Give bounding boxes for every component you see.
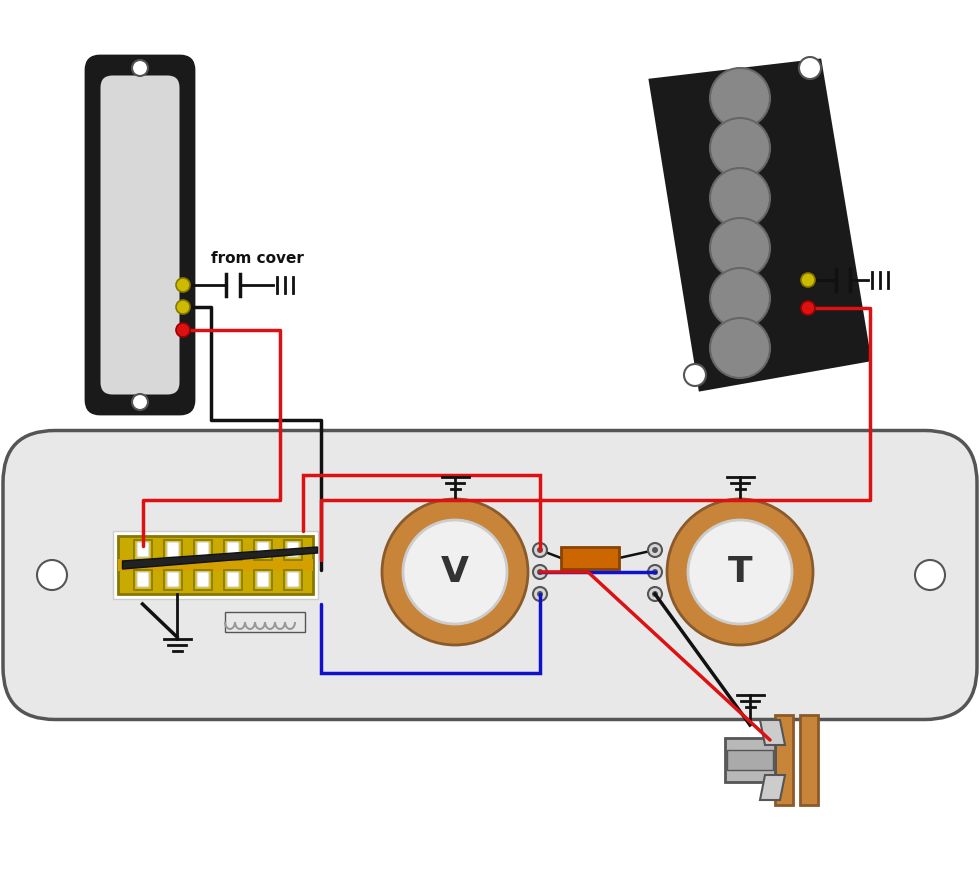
FancyBboxPatch shape xyxy=(257,572,269,587)
Circle shape xyxy=(533,565,547,579)
Circle shape xyxy=(688,520,792,624)
FancyBboxPatch shape xyxy=(137,542,149,557)
Bar xyxy=(113,531,318,599)
Bar xyxy=(725,738,775,782)
Bar xyxy=(561,547,619,569)
Circle shape xyxy=(128,390,152,414)
Circle shape xyxy=(710,218,770,278)
Circle shape xyxy=(710,268,770,328)
Text: from cover: from cover xyxy=(211,251,304,266)
Bar xyxy=(224,540,242,560)
Circle shape xyxy=(403,520,507,624)
Bar xyxy=(118,559,313,571)
Circle shape xyxy=(710,118,770,178)
Circle shape xyxy=(176,278,190,292)
Bar xyxy=(164,540,182,560)
Circle shape xyxy=(176,323,190,337)
FancyBboxPatch shape xyxy=(287,572,299,587)
Circle shape xyxy=(667,499,813,645)
Text: V: V xyxy=(441,555,469,589)
Bar xyxy=(284,540,302,560)
Text: T: T xyxy=(728,555,753,589)
Circle shape xyxy=(915,560,945,590)
Circle shape xyxy=(132,60,148,76)
Circle shape xyxy=(652,547,658,553)
Circle shape xyxy=(710,318,770,378)
Circle shape xyxy=(648,543,662,557)
Bar xyxy=(134,540,152,560)
FancyBboxPatch shape xyxy=(197,572,209,587)
Circle shape xyxy=(799,57,821,79)
Circle shape xyxy=(176,300,190,314)
Bar xyxy=(194,570,212,590)
Circle shape xyxy=(710,68,770,128)
Polygon shape xyxy=(760,775,785,800)
Bar xyxy=(775,715,793,805)
Polygon shape xyxy=(122,547,318,569)
Circle shape xyxy=(537,569,543,575)
Circle shape xyxy=(816,290,824,298)
Circle shape xyxy=(533,543,547,557)
Polygon shape xyxy=(650,60,870,390)
Bar xyxy=(727,750,773,770)
Bar xyxy=(224,570,242,590)
FancyBboxPatch shape xyxy=(167,542,179,557)
Circle shape xyxy=(648,587,662,601)
Circle shape xyxy=(801,301,815,315)
Circle shape xyxy=(132,394,148,410)
Bar xyxy=(254,540,272,560)
Bar xyxy=(800,715,818,805)
Polygon shape xyxy=(760,720,785,745)
Circle shape xyxy=(648,565,662,579)
Bar xyxy=(284,570,302,590)
Circle shape xyxy=(801,273,815,287)
Circle shape xyxy=(382,499,528,645)
FancyBboxPatch shape xyxy=(167,572,179,587)
Bar xyxy=(118,536,313,594)
Bar xyxy=(164,570,182,590)
Circle shape xyxy=(652,591,658,597)
Circle shape xyxy=(537,591,543,597)
FancyBboxPatch shape xyxy=(227,542,239,557)
FancyBboxPatch shape xyxy=(86,56,194,414)
Circle shape xyxy=(710,168,770,228)
FancyBboxPatch shape xyxy=(137,572,149,587)
Bar xyxy=(254,570,272,590)
FancyBboxPatch shape xyxy=(257,542,269,557)
Circle shape xyxy=(37,560,67,590)
Bar xyxy=(134,570,152,590)
FancyBboxPatch shape xyxy=(227,572,239,587)
FancyBboxPatch shape xyxy=(101,76,179,394)
FancyBboxPatch shape xyxy=(287,542,299,557)
FancyBboxPatch shape xyxy=(197,542,209,557)
Circle shape xyxy=(684,364,706,386)
Circle shape xyxy=(652,569,658,575)
Circle shape xyxy=(128,56,152,80)
Circle shape xyxy=(533,587,547,601)
Bar xyxy=(225,612,305,632)
Circle shape xyxy=(537,547,543,553)
FancyBboxPatch shape xyxy=(3,431,977,719)
Bar xyxy=(194,540,212,560)
